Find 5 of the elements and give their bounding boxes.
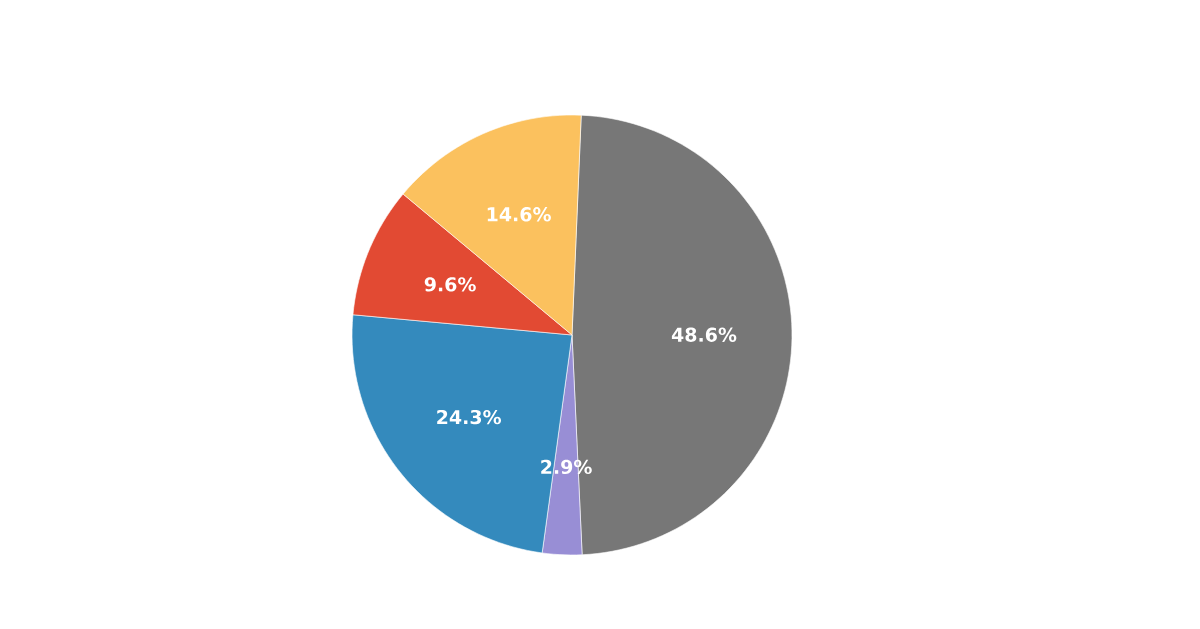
data-label: 2.9% [541,459,592,475]
data-label: 9.6% [424,277,476,292]
data-label: 24.3% [437,409,502,425]
data-label: 48.6% [671,327,737,342]
data-label: 14.6% [487,207,551,222]
